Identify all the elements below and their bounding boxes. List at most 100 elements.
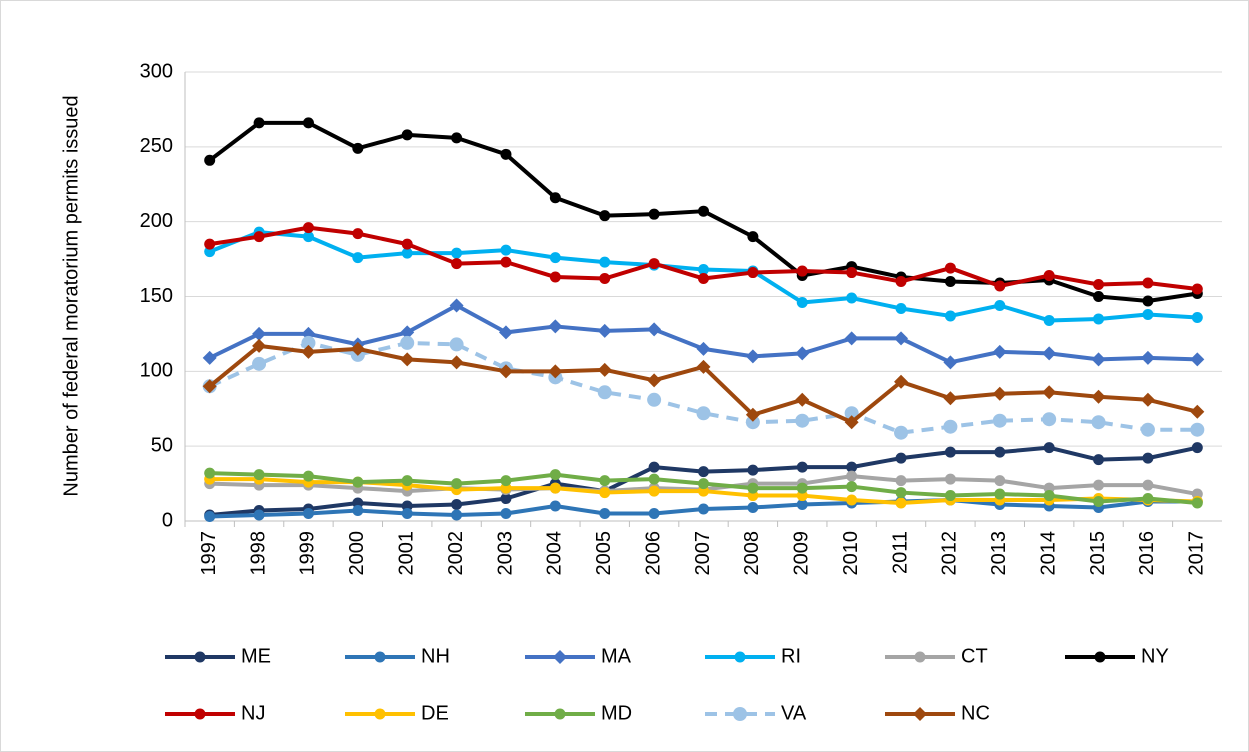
data-point	[994, 488, 1006, 500]
legend-marker	[553, 650, 567, 664]
data-point	[599, 508, 611, 520]
data-point	[1091, 415, 1106, 430]
data-point	[698, 478, 709, 490]
data-point	[698, 273, 709, 285]
legend-marker	[194, 708, 206, 720]
data-point	[647, 322, 662, 337]
data-point	[747, 231, 759, 243]
legend-label: RI	[781, 645, 801, 667]
data-point	[796, 265, 808, 277]
legend-label: ME	[241, 645, 271, 667]
data-point	[648, 258, 660, 270]
data-point	[647, 373, 662, 388]
data-point	[400, 335, 415, 350]
legend-label: MD	[601, 702, 632, 724]
data-point	[745, 407, 760, 422]
data-point	[1043, 490, 1055, 502]
data-point	[943, 355, 958, 370]
data-point	[895, 302, 907, 314]
legend-marker	[914, 651, 926, 663]
x-tick-label: 2010	[840, 531, 862, 576]
data-point	[202, 379, 217, 394]
data-point	[747, 482, 759, 494]
data-point	[202, 350, 217, 365]
data-point	[1142, 277, 1154, 289]
data-point	[795, 392, 810, 407]
legend-marker	[374, 708, 386, 720]
data-point	[1191, 283, 1203, 295]
y-tick-label: 250	[140, 135, 173, 157]
data-point	[599, 210, 611, 222]
data-point	[1142, 452, 1154, 464]
data-point	[1093, 496, 1105, 508]
x-tick-label: 2014	[1037, 531, 1059, 576]
x-tick-label: 2009	[791, 531, 813, 576]
legend-marker	[733, 707, 747, 721]
x-tick-label: 2012	[939, 531, 961, 576]
data-point	[647, 392, 662, 407]
x-tick-label: 2016	[1136, 531, 1158, 576]
data-point	[500, 493, 512, 505]
data-point	[301, 344, 316, 359]
data-point	[401, 508, 413, 520]
data-point	[548, 364, 563, 379]
data-point	[500, 244, 512, 256]
data-point	[1191, 442, 1203, 454]
data-point	[745, 415, 760, 430]
data-point	[846, 494, 858, 506]
x-tick-label: 2011	[889, 531, 911, 574]
data-point	[698, 264, 709, 276]
data-point	[648, 473, 660, 485]
data-point	[846, 267, 858, 279]
data-point	[844, 331, 859, 346]
legend-label: DE	[421, 702, 449, 724]
data-point	[451, 132, 463, 144]
data-point	[696, 406, 711, 421]
x-tick-label: 2003	[494, 531, 516, 576]
data-point	[895, 452, 907, 464]
data-point	[1142, 308, 1154, 320]
data-point	[696, 359, 711, 374]
y-tick-label: 100	[140, 360, 173, 382]
data-point	[252, 326, 267, 341]
data-point	[253, 509, 265, 521]
data-point	[846, 481, 858, 493]
data-point	[549, 482, 561, 494]
data-point	[1191, 311, 1203, 323]
data-point	[1190, 422, 1205, 437]
data-point	[994, 446, 1006, 458]
data-point	[1142, 479, 1154, 491]
data-point	[1042, 412, 1057, 427]
data-point	[350, 341, 365, 356]
data-point	[648, 508, 660, 520]
data-point	[648, 485, 660, 497]
data-point	[1093, 454, 1105, 466]
data-point	[204, 511, 216, 523]
data-point	[302, 508, 314, 520]
legend-marker	[374, 651, 386, 663]
y-tick-label: 300	[140, 60, 173, 82]
data-point	[992, 386, 1007, 401]
data-point	[796, 482, 808, 494]
data-point	[698, 205, 709, 217]
data-point	[451, 478, 463, 490]
data-point	[599, 475, 611, 487]
data-point	[648, 461, 660, 473]
data-point	[451, 499, 463, 511]
legend-marker	[1094, 651, 1106, 663]
legend-label: NH	[421, 645, 450, 667]
data-point	[846, 461, 858, 473]
data-point	[352, 142, 364, 154]
data-point	[1043, 442, 1055, 454]
data-point	[549, 192, 561, 204]
data-point	[648, 208, 660, 220]
legend-label: NC	[961, 702, 990, 724]
data-point	[698, 466, 709, 478]
data-point	[302, 117, 314, 129]
data-point	[795, 413, 810, 428]
data-point	[252, 338, 267, 353]
data-point	[994, 299, 1006, 311]
x-tick-label: 1999	[297, 531, 319, 576]
data-point	[844, 406, 859, 421]
x-tick-label: 2000	[346, 531, 368, 576]
